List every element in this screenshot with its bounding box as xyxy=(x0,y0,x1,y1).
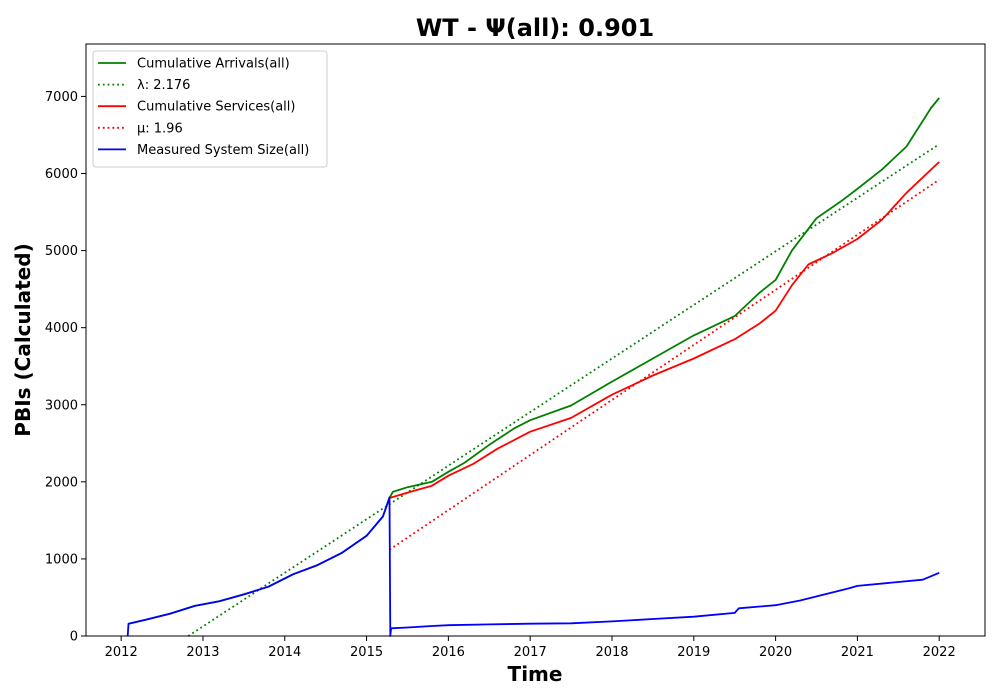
y-tick-label: 2000 xyxy=(45,475,78,490)
chart-title: WT - Ψ(all): 0.901 xyxy=(416,14,654,42)
x-tick-label: 2012 xyxy=(105,645,138,660)
y-tick-label: 1000 xyxy=(45,552,78,567)
y-tick-label: 3000 xyxy=(45,398,78,413)
y-tick-label: 6000 xyxy=(45,167,78,182)
legend-box xyxy=(92,50,328,168)
x-axis-label: Time xyxy=(508,662,563,686)
y-axis-label: PBIs (Calculated) xyxy=(11,243,35,436)
series-line-cumulative-arrivals-all xyxy=(128,97,940,625)
series-line-1-96 xyxy=(388,178,940,551)
x-tick-label: 2014 xyxy=(268,645,301,660)
series-line-2-176 xyxy=(187,143,940,637)
axes-frame xyxy=(85,43,986,637)
series-line-measured-system-size-all xyxy=(126,496,940,637)
y-tick-label: 4000 xyxy=(45,321,78,336)
x-tick-label: 2017 xyxy=(514,645,547,660)
x-tick-label: 2022 xyxy=(923,645,956,660)
y-tick-label: 0 xyxy=(70,630,78,645)
y-tick-label: 7000 xyxy=(45,90,78,105)
y-tick-label: 5000 xyxy=(45,244,78,259)
y-axis-ticks: 0 1000 2000 3000 4000 5000 6000 7000 xyxy=(45,90,86,645)
x-tick-label: 2020 xyxy=(759,645,792,660)
x-axis-ticks: 2012 2013 2014 2015 2016 2017 2018 2019 2020 2021… xyxy=(105,636,956,660)
series-line-cumulative-services-all xyxy=(389,161,940,499)
legend-label: Cumulative Services(all) xyxy=(137,100,295,115)
x-tick-label: 2018 xyxy=(595,645,628,660)
plot-area xyxy=(126,97,940,637)
legend-label: Cumulative Arrivals(all) xyxy=(137,57,290,72)
legend-label: Measured System Size(all) xyxy=(137,143,309,158)
x-tick-label: 2015 xyxy=(350,645,383,660)
legend: Cumulative Arrivals(all) λ: 2.176 Cumulati… xyxy=(92,50,328,168)
x-tick-label: 2013 xyxy=(186,645,219,660)
x-tick-label: 2016 xyxy=(432,645,465,660)
x-tick-label: 2021 xyxy=(841,645,874,660)
x-tick-label: 2019 xyxy=(677,645,710,660)
legend-label: μ: 1.96 xyxy=(137,121,183,136)
legend-label: λ: 2.176 xyxy=(137,78,190,93)
